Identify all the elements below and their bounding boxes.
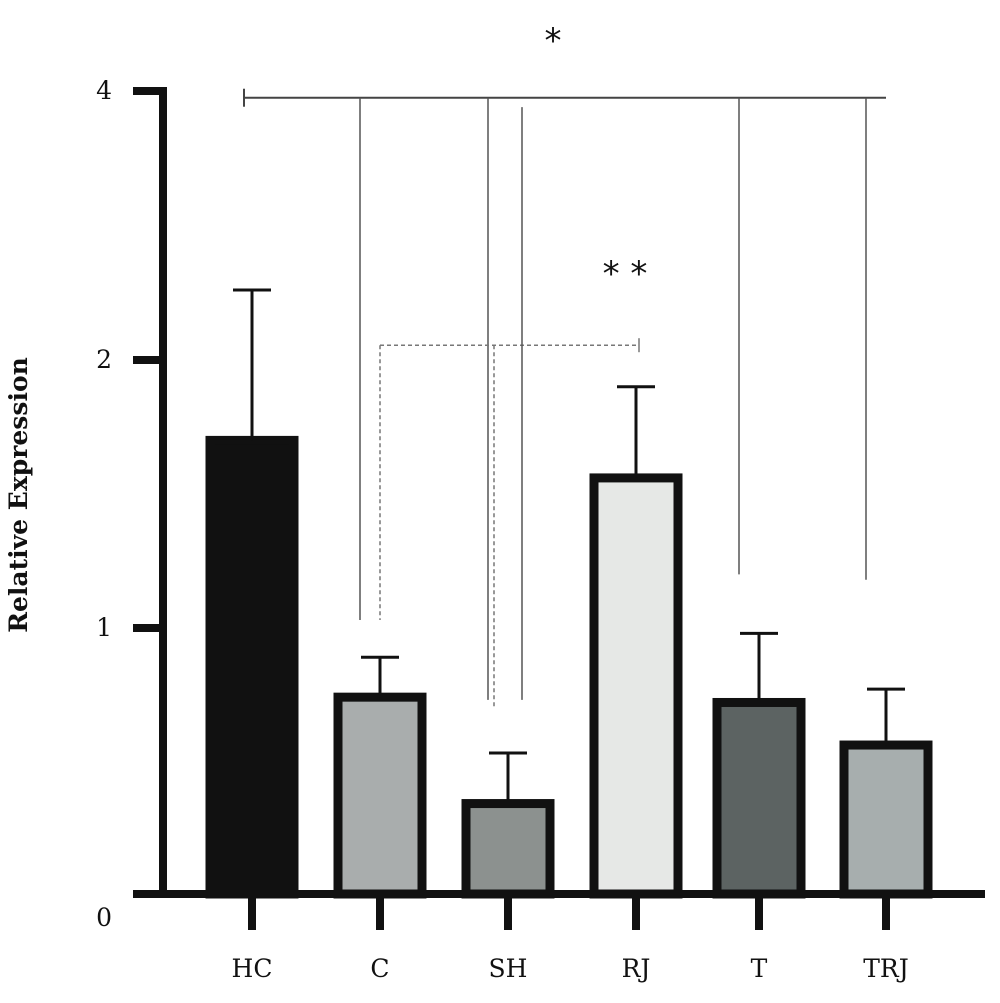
x-tick-label-rj: RJ: [622, 954, 651, 983]
y-tick-label-4: 4: [96, 76, 112, 105]
significance-label-top: *: [545, 21, 562, 61]
y-axis-title: Relative Expression: [4, 357, 33, 633]
x-tick-label-t: T: [751, 954, 768, 983]
bar-rj: [589, 473, 683, 899]
x-tick-label-trj: TRJ: [863, 954, 909, 983]
y-tick-label-0: 0: [96, 903, 112, 932]
x-tick-label-c: C: [370, 954, 389, 983]
significance-label-inner: * *: [603, 254, 648, 294]
x-tick-label-hc: HC: [232, 954, 273, 983]
bar-trj: [839, 740, 933, 899]
x-tick-label-sh: SH: [489, 954, 528, 983]
bar-sh: [461, 799, 555, 899]
y-tick-label-2: 2: [96, 345, 112, 374]
y-tick-label-1: 1: [96, 613, 112, 642]
plot-area: 0 1 2 4 HC C SH RJ T TRJ: [96, 76, 985, 983]
bar-c: [333, 692, 427, 899]
bar-hc: [205, 435, 299, 899]
bar-t: [712, 697, 806, 899]
